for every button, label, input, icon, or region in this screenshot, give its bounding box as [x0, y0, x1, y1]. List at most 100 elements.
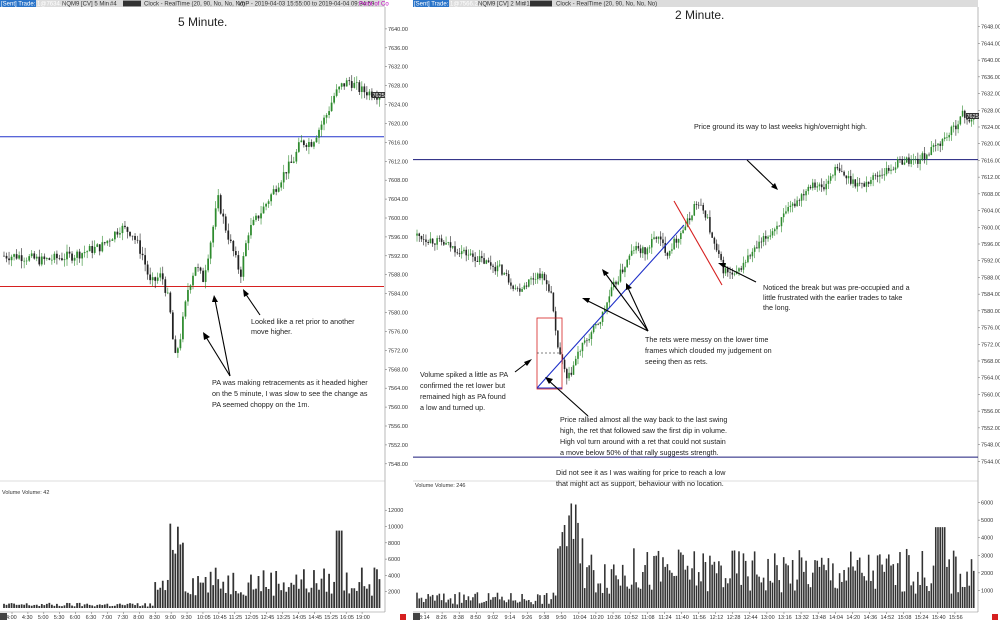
- price-tick-label: 7644.00: [981, 41, 1000, 47]
- volume-bar: [98, 604, 101, 608]
- volume-bar: [650, 589, 653, 608]
- volume-tick-label: 4000: [388, 573, 400, 579]
- candle-body: [285, 172, 288, 174]
- candle-body: [521, 289, 523, 292]
- candle-body: [431, 238, 434, 244]
- volume-bar: [96, 604, 99, 608]
- time-tick-label: 7:30: [117, 615, 128, 621]
- price-tick-label: 7596.00: [981, 242, 1000, 248]
- volume-bar: [171, 549, 174, 608]
- time-tick-label: 19:00: [356, 615, 370, 621]
- candle-body: [166, 292, 169, 294]
- left-chart-title: 5 Minute.: [178, 15, 227, 29]
- candle-body: [371, 91, 373, 98]
- volume-bar: [574, 504, 577, 608]
- annotation-price-rallied-line-3: High vol turn around with a ret that cou…: [560, 437, 726, 446]
- price-tick-label: 7608.00: [981, 192, 1000, 198]
- left-header-bar: [0, 0, 385, 7]
- volume-bar: [416, 592, 418, 608]
- volume-bar: [648, 584, 651, 608]
- arrow-rets-messy-1-head: [582, 298, 590, 303]
- candle-body: [635, 246, 637, 251]
- candle-body: [968, 119, 971, 122]
- volume-bar: [131, 603, 134, 608]
- candle-body: [43, 256, 46, 260]
- right-header-prefix: [Sent] Trade: 1@7566.25: [414, 1, 482, 7]
- candle-body: [903, 162, 906, 165]
- volume-bar: [704, 561, 707, 608]
- candle-body: [691, 215, 693, 221]
- candle-body: [465, 249, 467, 256]
- candle-body: [277, 187, 280, 192]
- volume-bar: [919, 584, 921, 608]
- volume-bar: [174, 553, 177, 608]
- volume-bar: [673, 576, 675, 608]
- volume-bar: [318, 589, 320, 608]
- volume-bar: [429, 596, 432, 608]
- volume-bar: [599, 583, 602, 608]
- candle-body: [923, 153, 926, 159]
- volume-bar: [176, 526, 179, 608]
- volume-bar: [252, 589, 255, 608]
- candle-body: [275, 189, 278, 192]
- candle-body: [360, 86, 363, 93]
- right-header-tag-bg: [530, 0, 552, 7]
- arrow-rets-messy-1: [585, 299, 649, 332]
- candle-body: [66, 251, 68, 260]
- left-corner-icon[interactable]: [0, 613, 7, 620]
- volume-bar: [101, 605, 104, 608]
- volume-bar: [458, 592, 461, 608]
- volume-bar: [373, 567, 376, 608]
- volume-bar: [686, 565, 689, 608]
- arrow-pa-rets-2: [214, 299, 231, 377]
- volume-bar: [803, 571, 805, 608]
- candle-body: [111, 239, 114, 241]
- time-tick-label: 6:30: [86, 615, 97, 621]
- volume-bar: [308, 592, 310, 608]
- candle-body: [323, 117, 325, 125]
- left-time-ticks: 4:00 4:30 5:00 5:30 6:00 6:30 7:00 7:30 8:00 8:30…: [6, 612, 370, 621]
- candle-body: [68, 251, 71, 254]
- volume-bar: [63, 605, 66, 608]
- time-tick-label: 11:40: [675, 615, 688, 621]
- time-tick-label: 15:56: [949, 615, 963, 621]
- candle-body: [207, 258, 210, 271]
- annotation-rets-messy-line-1: The rets were messy on the lower time: [645, 335, 768, 344]
- candle-body: [252, 219, 255, 225]
- time-tick-label: 10:52: [624, 615, 638, 621]
- volume-bar: [179, 544, 182, 608]
- volume-bar: [58, 605, 61, 608]
- time-tick-label: 7:00: [101, 615, 112, 621]
- candle-body: [534, 279, 537, 280]
- time-tick-label: 15:40: [932, 615, 946, 621]
- volume-bar: [290, 582, 293, 608]
- left-header-symbol: NQM9 [CV] 5 Min: [62, 1, 109, 7]
- price-tick-label: 7628.00: [388, 84, 408, 90]
- candle-body: [308, 142, 310, 147]
- candle-body: [957, 124, 959, 130]
- volume-bar: [586, 567, 588, 608]
- annotation-did-not-see-line-1: Did not see it as I was waiting for pric…: [556, 468, 726, 477]
- arrow-rets-messy-3-head: [626, 283, 632, 290]
- volume-bar: [552, 592, 555, 608]
- volume-bar: [773, 553, 776, 608]
- candle-body: [711, 232, 713, 238]
- price-tick-label: 7616.00: [981, 158, 1000, 164]
- candle-body: [543, 273, 546, 281]
- right-corner-icon[interactable]: [413, 613, 420, 620]
- volume-bar: [86, 603, 89, 608]
- volume-bar: [169, 523, 172, 608]
- volume-bar: [126, 603, 129, 608]
- volume-bar: [972, 570, 975, 608]
- candle-body: [845, 175, 848, 179]
- volume-bar: [577, 522, 579, 608]
- candle-body: [756, 247, 758, 249]
- volume-bar: [358, 582, 361, 608]
- volume-bar: [689, 579, 691, 608]
- volume-bar: [78, 602, 81, 608]
- candle-body: [588, 338, 590, 341]
- volume-bar: [422, 602, 425, 608]
- volume-bar: [43, 605, 46, 608]
- volume-bar: [425, 598, 427, 608]
